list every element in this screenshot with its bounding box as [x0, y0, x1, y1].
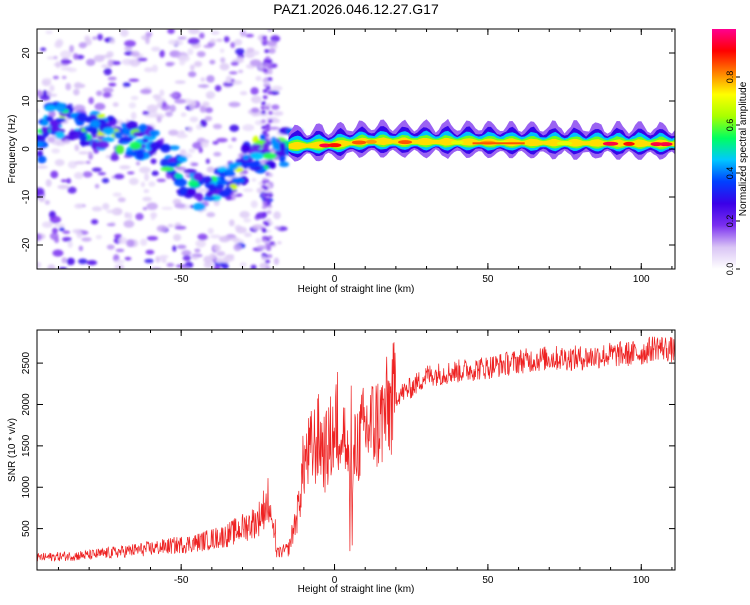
spectrogram-axes: -50 0 50 100 -20 -10 0 10 20 [21, 29, 675, 285]
snr-ylabel: SNR (10 * v/v) [7, 418, 18, 482]
spectral-hotspot-strip [472, 142, 525, 145]
spectral-hotspot [556, 141, 573, 146]
colorbar-tick-label: 0.0 [725, 263, 735, 276]
spectral-hotspot [450, 140, 464, 145]
colorbar-tick-label: 0.6 [725, 119, 735, 132]
snr-xlabel: Height of straight line (km) [298, 584, 415, 595]
y-tick-label: 10 [21, 95, 32, 107]
y-tick-label: 1500 [21, 434, 32, 457]
y-tick-label: 0 [21, 146, 32, 152]
y-tick-label: -10 [21, 189, 32, 204]
y-tick-label: 20 [21, 47, 32, 59]
x-tick-label: 100 [633, 274, 650, 285]
colorbar: 0.0 0.2 0.4 0.6 0.8 Normalized spectral ampl… [712, 29, 749, 275]
spectrogram-ylabel: Frequency (Hz) [7, 115, 18, 184]
snr-panel: -50 0 50 100 500 1000 1500 2000 2500 Height of s… [7, 329, 676, 595]
x-tick-label: 50 [482, 575, 494, 586]
spectral-hotspot [623, 141, 635, 146]
spectrogram-panel: -50 0 50 100 -20 -10 0 10 20 Height of straight … [7, 28, 676, 295]
x-tick-label: 50 [482, 274, 494, 285]
x-tick-label: 100 [633, 575, 650, 586]
spectral-hotspot [351, 140, 367, 145]
snr-series-line [37, 336, 675, 562]
spectral-hotspot [659, 142, 673, 147]
spectral-hotspot [602, 141, 619, 146]
figure-title: PAZ1.2026.046.12.27.G17 [273, 1, 439, 17]
colorbar-gradient [712, 29, 736, 269]
x-tick-label: 0 [332, 575, 338, 586]
colorbar-tick-label: 0.2 [725, 215, 735, 228]
x-tick-label: 0 [332, 274, 338, 285]
colorbar-ticks: 0.0 0.2 0.4 0.6 0.8 [725, 71, 740, 276]
y-tick-label: 1000 [21, 476, 32, 499]
snr-frame [36, 329, 676, 571]
colorbar-tick-label: 0.4 [725, 167, 735, 180]
colorbar-tick-label: 0.8 [725, 71, 735, 84]
x-tick-label: -50 [174, 274, 189, 285]
x-tick-label: -50 [174, 575, 189, 586]
y-tick-label: 2500 [21, 352, 32, 375]
spectral-hotspot [398, 140, 413, 145]
y-tick-label: -20 [21, 237, 32, 252]
spectral-hotspot [650, 142, 663, 147]
spectrogram-heatmap [37, 29, 675, 269]
spectral-hotspot [365, 139, 377, 144]
spectrogram-xlabel: Height of straight line (km) [298, 284, 415, 295]
y-tick-label: 2000 [21, 393, 32, 416]
spectral-hotspot [327, 143, 342, 148]
colorbar-label: Normalized spectral amplitude [738, 81, 749, 216]
snr-axes: -50 0 50 100 500 1000 1500 2000 2500 [21, 330, 675, 586]
y-tick-label: 500 [21, 520, 32, 537]
